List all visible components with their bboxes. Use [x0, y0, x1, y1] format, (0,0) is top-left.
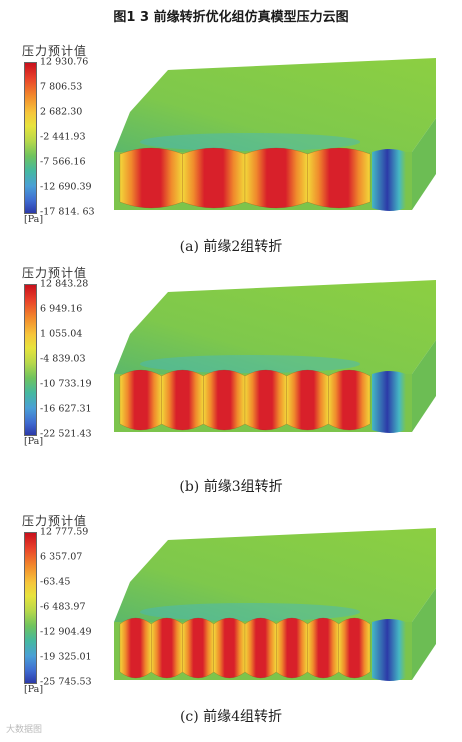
- unit-label: [Pa]: [24, 684, 44, 695]
- watermark: 大数据图: [6, 725, 43, 735]
- legend-title: 压力预计值: [22, 514, 88, 528]
- block-side-face: [412, 588, 436, 680]
- tick-label: -17 814. 63: [40, 206, 95, 218]
- leading-edge-bump: [244, 617, 277, 679]
- unit-label: [Pa]: [24, 436, 44, 447]
- low-pressure-end-cap: [372, 149, 406, 211]
- leading-edge-bump: [338, 617, 371, 679]
- block-top-face: [114, 58, 436, 152]
- block-top-face: [114, 528, 436, 622]
- tick-label: 12 843.28: [40, 278, 89, 290]
- leading-edge-bump: [276, 617, 308, 679]
- unit-label: [Pa]: [24, 214, 44, 225]
- tick-label: 6 357.07: [40, 551, 83, 563]
- leading-edge-bump: [161, 369, 204, 431]
- figure-title: 图1 3 前缘转折优化组仿真模型压力云图: [113, 10, 349, 25]
- tick-label: -16 627.31: [40, 403, 92, 415]
- leading-edge-bump: [286, 369, 329, 431]
- tick-label: -25 745.53: [40, 676, 92, 688]
- tick-label: -19 325.01: [40, 651, 92, 663]
- tick-label: -22 521.43: [40, 428, 92, 440]
- block-side-face: [412, 118, 436, 210]
- legend-title: 压力预计值: [22, 266, 88, 280]
- leading-edge-bump: [119, 147, 183, 209]
- panel-caption: (b) 前缘3组转折: [179, 479, 283, 495]
- leading-edge-bump: [182, 147, 246, 209]
- pressure-contour-model: [114, 280, 436, 433]
- tick-label: 12 930.76: [40, 56, 89, 68]
- low-pressure-end-cap: [372, 371, 406, 433]
- block-side-face: [412, 340, 436, 432]
- leading-edge-bump: [244, 147, 308, 209]
- legend-title: 压力预计值: [22, 44, 88, 58]
- color-bar: [24, 284, 37, 436]
- leading-edge-bump: [307, 147, 371, 209]
- tick-label: -10 733.19: [40, 378, 92, 390]
- leading-edge-bump: [244, 369, 287, 431]
- panel-b: 压力预计值 12 843.28 6 949.16 1 055.04 -4 839…: [0, 264, 462, 495]
- color-bar-ticks: 12 777.59 6 357.07 -63.45 -6 483.97 -12 …: [36, 527, 126, 688]
- tick-label: -2 441.93: [40, 131, 86, 143]
- color-bar-ticks: 12 843.28 6 949.16 1 055.04 -4 839.03 -1…: [36, 279, 126, 440]
- pressure-contour-model: [114, 58, 436, 211]
- leading-edge-bump: [307, 617, 339, 679]
- panel-c: 压力预计值 12 777.59 6 357.07 -63.45 -6 483.9…: [0, 512, 462, 742]
- leading-edge-bump: [328, 369, 371, 431]
- leading-edge-bump: [203, 369, 246, 431]
- low-pressure-end-cap: [372, 619, 406, 681]
- tick-label: -4 839.03: [40, 353, 86, 365]
- tick-label: 6 949.16: [40, 303, 83, 315]
- tick-label: 1 055.04: [40, 328, 83, 340]
- tick-label: -63.45: [40, 576, 71, 588]
- tick-label: 7 806.53: [40, 81, 83, 93]
- tick-label: -12 904.49: [40, 626, 92, 638]
- panel-caption: (a) 前缘2组转折: [179, 239, 283, 255]
- leading-edge-bump: [151, 617, 183, 679]
- leading-edge-bump: [119, 369, 162, 431]
- color-bar: [24, 62, 37, 214]
- leading-edge-bump: [119, 617, 152, 679]
- leading-edge-bump: [182, 617, 214, 679]
- leading-edge-bump: [213, 617, 246, 679]
- panel-a: 压力预计值 12 930.76 7 806.53 2 682.30 -2 441…: [0, 42, 462, 272]
- pressure-contour-model: [114, 528, 436, 681]
- tick-label: 2 682.30: [40, 106, 83, 118]
- top-low-pressure-band: [140, 355, 360, 373]
- tick-label: -12 690.39: [40, 181, 92, 193]
- tick-label: -7 566.16: [40, 156, 86, 168]
- color-bar: [24, 532, 37, 684]
- tick-label: -6 483.97: [40, 601, 86, 613]
- block-top-face: [114, 280, 436, 374]
- top-low-pressure-band: [140, 133, 360, 151]
- tick-label: 12 777.59: [40, 526, 89, 538]
- top-low-pressure-band: [140, 603, 360, 621]
- color-bar-ticks: 12 930.76 7 806.53 2 682.30 -2 441.93 -7…: [36, 57, 126, 218]
- panel-caption: (c) 前缘4组转折: [179, 709, 283, 725]
